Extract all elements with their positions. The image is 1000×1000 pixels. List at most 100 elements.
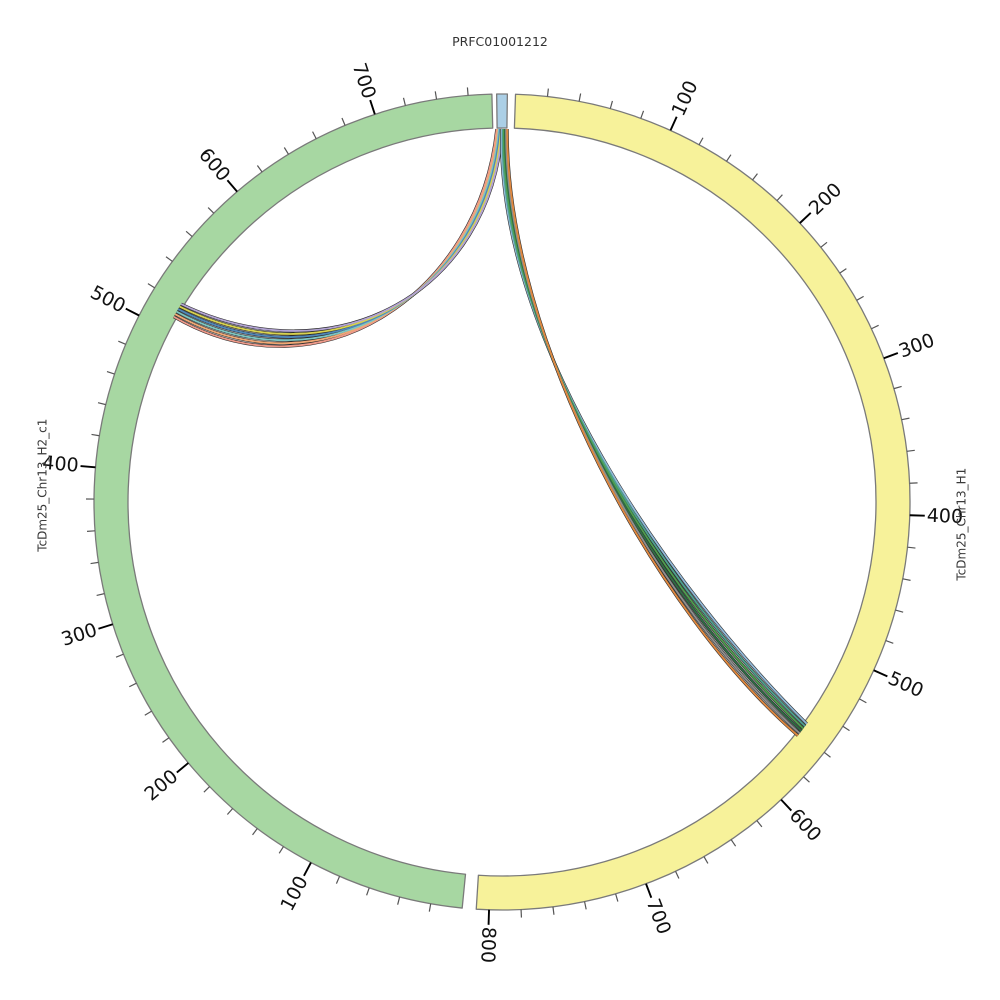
tick-minor [90, 561, 99, 565]
tick-minor [402, 97, 406, 106]
tick-label-TcDm25_Chr13_H2_c1-600: 600 [194, 144, 234, 186]
tick-minor [871, 324, 879, 330]
tick-major [80, 465, 96, 469]
tick-minor [546, 88, 549, 97]
tick-major [125, 307, 140, 317]
tick-minor [906, 449, 915, 452]
tick-minor [185, 230, 193, 237]
tick-major [226, 179, 238, 193]
tick-label-TcDm25_Chr13_H1-500: 500 [885, 667, 927, 702]
tick-major [873, 669, 888, 678]
ribbon-PRFC01001212-to-TcDm25_Chr13_H1 [501, 128, 806, 727]
tick-minor [434, 91, 438, 100]
tick-minor [776, 194, 783, 202]
sector-label-TcDm25_Chr13_H2_c1: TcDm25_Chr13_H2_c1 [35, 419, 49, 553]
tick-minor [165, 256, 173, 262]
tick-minor [203, 786, 211, 793]
tick-minor [901, 417, 910, 421]
tick-minor [129, 682, 137, 688]
tick-major [669, 116, 678, 131]
tick-label-TcDm25_Chr13_H2_c1-200: 200 [140, 765, 182, 805]
tick-minor [895, 609, 904, 613]
tick-label-TcDm25_Chr13_H1-300: 300 [896, 329, 938, 362]
tick-minor [226, 808, 234, 815]
ribbon-PRFC01001212-to-TcDm25_Chr13_H1 [502, 128, 804, 730]
ticks: 1002003004005006007008001002003004005006… [41, 60, 963, 963]
tick-minor [144, 710, 152, 716]
ribbon-PRFC01001212-to-TcDm25_Chr13_H1 [506, 129, 799, 737]
tick-minor [256, 165, 263, 173]
tick-label-TcDm25_Chr13_H1-400: 400 [926, 505, 963, 528]
tick-minor [312, 131, 317, 140]
tick-label-TcDm25_Chr13_H2_c1-300: 300 [59, 619, 100, 651]
tick-major [303, 862, 312, 877]
tick-minor [823, 751, 831, 758]
tick-minor [698, 137, 704, 146]
tick-minor [726, 154, 732, 162]
tick-minor [730, 839, 737, 847]
tick-major [369, 99, 376, 115]
tick-minor [674, 871, 680, 879]
tick-major [883, 352, 899, 360]
ribbon-PRFC01001212-to-TcDm25_Chr13_H1 [500, 128, 808, 725]
sector-band-PRFC01001212 [496, 93, 509, 129]
tick-minor [552, 906, 555, 915]
tick-minor [252, 828, 258, 836]
ribbon-PRFC01001212-to-TcDm25_Chr13_H2_c1 [180, 128, 504, 332]
tick-minor [283, 147, 290, 155]
tick-minor [115, 653, 124, 658]
tick-major [176, 762, 189, 774]
tick-minor [615, 893, 619, 902]
tick-label-TcDm25_Chr13_H1-100: 100 [667, 77, 702, 119]
tick-minor [397, 896, 401, 905]
tick-minor [756, 820, 763, 828]
tick-major [98, 623, 114, 630]
sector-band-TcDm25_Chr13_H2_c1 [93, 93, 494, 909]
tick-minor [902, 578, 911, 581]
tick-minor [162, 737, 170, 743]
tick-minor [466, 87, 469, 96]
sector-labels: TcDm25_Chr13_H1 TcDm25_Chr13_H2_c1 [35, 419, 968, 582]
tick-minor [752, 173, 758, 181]
tick-minor [859, 698, 867, 704]
tick-major [780, 798, 793, 812]
tick-minor [893, 385, 902, 390]
tick-label-TcDm25_Chr13_H1-800: 800 [476, 926, 499, 963]
tick-minor [428, 903, 432, 912]
sector-bands [93, 93, 911, 911]
tick-minor [96, 593, 105, 596]
tick-minor [366, 887, 370, 896]
tick-label-TcDm25_Chr13_H2_c1-400: 400 [41, 452, 79, 477]
ribbon-links [172, 128, 808, 737]
tick-minor [842, 725, 850, 732]
tick-minor [885, 639, 894, 644]
tick-minor [335, 876, 341, 884]
tick-minor [97, 402, 106, 406]
tick-minor [578, 93, 582, 102]
tick-minor [583, 901, 587, 910]
tick-minor [207, 207, 215, 214]
sector-band-TcDm25_Chr13_H1 [475, 93, 911, 911]
tick-major [799, 212, 812, 224]
tick-label-TcDm25_Chr13_H2_c1-700: 700 [348, 60, 380, 101]
tick-label-TcDm25_Chr13_H1-700: 700 [642, 896, 675, 938]
tick-minor [341, 117, 346, 126]
tick-label-TcDm25_Chr13_H2_c1-100: 100 [276, 872, 312, 914]
tick-label-TcDm25_Chr13_H2_c1-500: 500 [87, 281, 129, 317]
tick-minor [86, 530, 96, 532]
tick-minor [147, 283, 156, 289]
tick-minor [839, 268, 847, 274]
chart-title: PRFC01001212 [452, 34, 548, 49]
tick-minor [640, 110, 645, 119]
ribbon-PRFC01001212-to-TcDm25_Chr13_H1 [505, 129, 801, 734]
tick-minor [856, 295, 864, 301]
tick-minor [703, 856, 709, 864]
tick-minor [278, 846, 284, 854]
tick-minor [803, 776, 810, 783]
tick-minor [91, 433, 100, 437]
tick-major [645, 883, 653, 899]
tick-minor [609, 100, 614, 109]
tick-minor [118, 340, 126, 345]
